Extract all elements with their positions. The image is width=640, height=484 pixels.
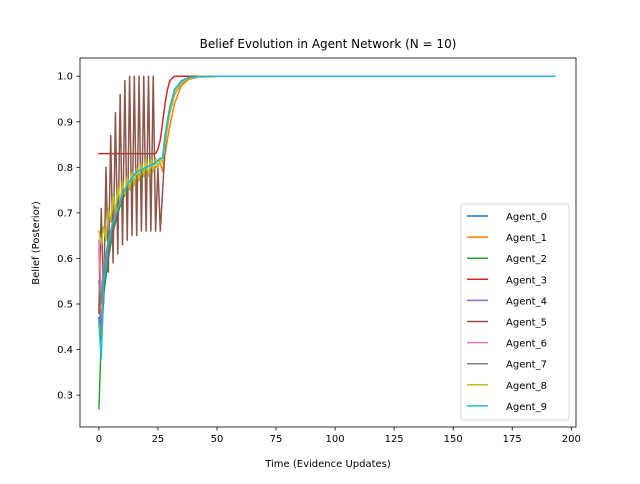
legend-label: Agent_2 bbox=[506, 254, 547, 265]
legend-label: Agent_9 bbox=[506, 402, 547, 413]
legend-label: Agent_8 bbox=[506, 381, 547, 392]
y-tick-label: 0.6 bbox=[57, 254, 73, 265]
x-tick-label: 75 bbox=[270, 434, 283, 445]
legend-label: Agent_4 bbox=[506, 296, 547, 307]
x-tick-label: 100 bbox=[326, 434, 345, 445]
x-axis-ticks: 0 25 50 75 100 125 150 175 200 bbox=[96, 427, 581, 445]
y-tick-label: 0.4 bbox=[57, 345, 73, 356]
y-axis-label: Belief (Posterior) bbox=[31, 201, 42, 285]
x-tick-label: 150 bbox=[444, 434, 463, 445]
series-line-agent-9 bbox=[98, 75, 556, 360]
x-tick-label: 25 bbox=[152, 434, 165, 445]
legend-label: Agent_5 bbox=[506, 318, 547, 329]
y-tick-label: 1.0 bbox=[57, 72, 73, 83]
chart-title: Belief Evolution in Agent Network (N = 1… bbox=[200, 37, 457, 51]
plot-frame bbox=[79, 57, 577, 428]
plot-area bbox=[79, 57, 577, 428]
x-tick-label: 0 bbox=[96, 434, 102, 445]
legend-label: Agent_1 bbox=[506, 233, 547, 244]
series-line-agent-8 bbox=[98, 75, 556, 246]
x-tick-label: 175 bbox=[503, 434, 522, 445]
legend: Agent_0 Agent_1 Agent_2 Agent_3 Agent_4 Agent… bbox=[460, 203, 570, 421]
legend-label: Agent_7 bbox=[506, 360, 547, 371]
y-tick-label: 0.3 bbox=[57, 391, 73, 402]
x-tick-label: 200 bbox=[562, 434, 581, 445]
y-tick-label: 0.7 bbox=[57, 208, 73, 219]
y-tick-label: 0.8 bbox=[57, 163, 73, 174]
legend-label: Agent_0 bbox=[506, 212, 547, 223]
legend-label: Agent_3 bbox=[506, 275, 547, 286]
y-axis-ticks: 0.3 0.4 0.5 0.6 0.7 0.8 0.9 1.0 bbox=[57, 72, 80, 402]
y-tick-label: 0.9 bbox=[57, 117, 73, 128]
x-tick-label: 50 bbox=[211, 434, 224, 445]
legend-label: Agent_6 bbox=[506, 339, 547, 350]
x-axis-label: Time (Evidence Updates) bbox=[264, 459, 391, 470]
x-tick-label: 125 bbox=[385, 434, 404, 445]
y-tick-label: 0.5 bbox=[57, 300, 73, 311]
